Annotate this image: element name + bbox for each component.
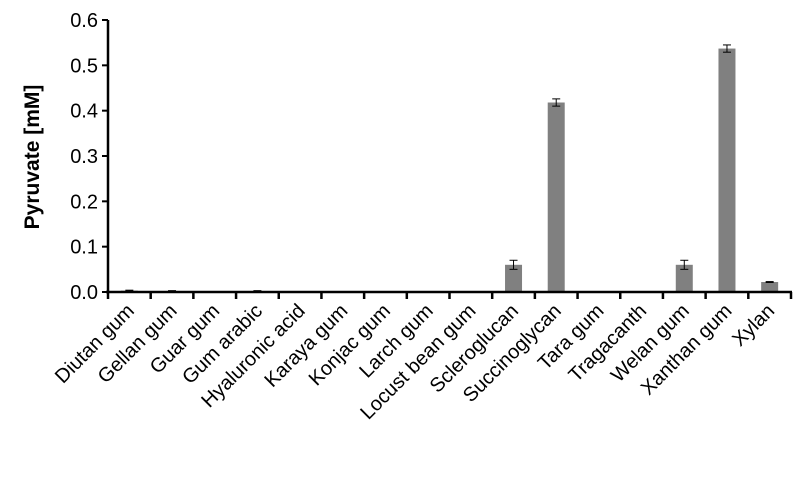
bar xyxy=(505,264,523,292)
y-tick-label: 0.3 xyxy=(70,146,98,168)
bar xyxy=(718,48,736,293)
bar xyxy=(675,264,693,292)
y-tick-label: 0.4 xyxy=(70,101,98,123)
y-tick-label: 0.1 xyxy=(70,237,98,259)
bar xyxy=(547,102,565,292)
y-tick-label: 0.6 xyxy=(70,10,98,32)
x-tick-label: Xylan xyxy=(728,300,779,351)
bar xyxy=(761,282,779,292)
y-tick-label: 0.2 xyxy=(70,191,98,213)
y-tick-label: 0.0 xyxy=(70,282,98,304)
y-tick-label: 0.5 xyxy=(70,55,98,77)
y-axis-label: Pyruvate [mM] xyxy=(21,85,44,230)
